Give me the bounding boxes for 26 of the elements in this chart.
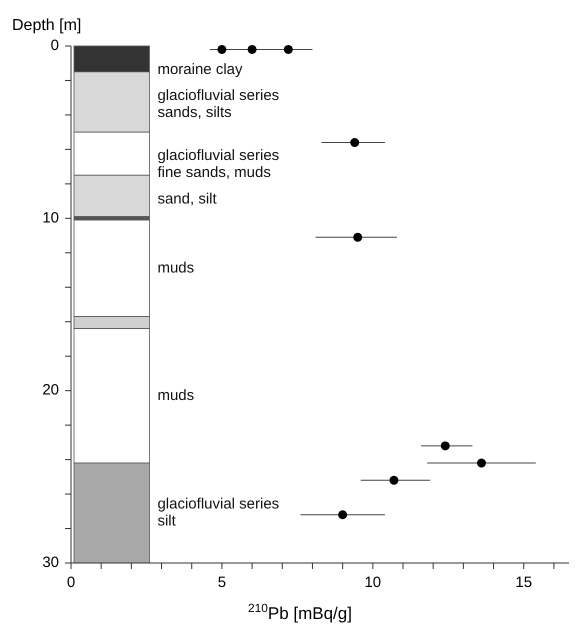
x-tick-label: 0 <box>66 574 76 591</box>
point <box>284 44 293 54</box>
point <box>248 44 257 54</box>
x-tick-label: 10 <box>364 574 382 591</box>
y-tick-label: 20 <box>42 382 59 399</box>
y-tick-label: 10 <box>42 209 59 226</box>
band-label: glaciofluvial series sands, silts <box>157 86 280 121</box>
point <box>217 44 226 54</box>
band-label: glaciofluvial series silt <box>157 495 280 530</box>
band-label: muds <box>157 259 194 276</box>
y-axis-title: Depth [m] <box>12 17 82 34</box>
band-label: moraine clay <box>157 60 243 78</box>
x-axis-title: $^{210}$Pb [mBq/g] <box>248 601 352 623</box>
x-tick-label: 5 <box>218 574 226 591</box>
point <box>338 510 348 520</box>
band-label: glaciofluvial series fine sands, muds <box>157 147 280 182</box>
band-label: sand, silt <box>157 190 218 208</box>
band-label: muds <box>157 386 194 404</box>
y-tick-label: 0 <box>50 36 59 54</box>
x-tick-label: 15 <box>515 574 532 591</box>
point <box>353 232 362 242</box>
point <box>350 138 360 148</box>
y-tick-label: 30 <box>42 554 59 571</box>
point <box>440 441 450 450</box>
point <box>476 458 486 468</box>
point <box>389 476 398 485</box>
